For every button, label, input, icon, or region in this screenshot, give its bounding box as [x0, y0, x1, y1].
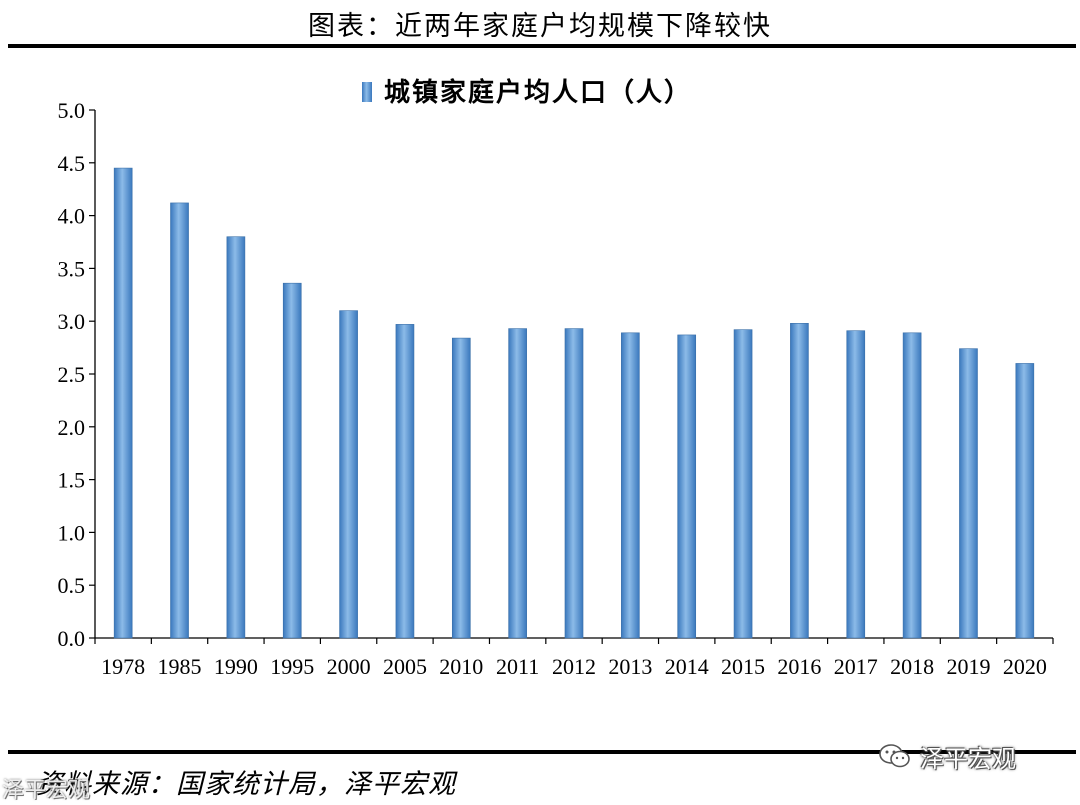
- y-tick-label: 0.0: [58, 626, 86, 651]
- x-tick-label: 2012: [552, 654, 596, 679]
- x-tick-label: 2010: [439, 654, 483, 679]
- source-note: 资料来源：国家统计局，泽平宏观: [36, 769, 456, 800]
- x-tick-label: 2019: [946, 654, 990, 679]
- bar-2013: [621, 332, 640, 639]
- bar-2019: [959, 348, 978, 639]
- x-tick-label: 2018: [890, 654, 934, 679]
- y-tick-label: 4.5: [58, 151, 86, 176]
- watermark-left: 泽平宏观: [2, 778, 91, 803]
- x-tick-label: 2000: [327, 654, 371, 679]
- y-tick-label: 2.5: [58, 362, 86, 387]
- x-tick-label: 2015: [721, 654, 765, 679]
- bar-2014: [677, 334, 697, 639]
- y-tick-label: 3.5: [58, 256, 86, 281]
- bar-2017: [846, 330, 866, 639]
- x-tick-label: 2005: [383, 654, 427, 679]
- x-tick-label: 2013: [608, 654, 652, 679]
- figure-title: 图表：近两年家庭户均规模下降较快: [308, 11, 772, 42]
- bars: [113, 167, 1035, 639]
- y-tick-label: 4.0: [58, 204, 86, 229]
- y-axis: 0.0 0.5 1.0 1.5 2.0 2.5 3.0 3.5 4.0 4.5 5.0: [58, 98, 96, 651]
- x-tick-label: 2017: [834, 654, 878, 679]
- watermark-right-text: 泽平宏观: [920, 744, 1016, 773]
- legend-swatch: [362, 82, 372, 102]
- bar-2000: [339, 310, 358, 639]
- top-rule: [8, 44, 1076, 48]
- x-tick-label: 2020: [1003, 654, 1047, 679]
- legend-label: 城镇家庭户均人口（人）: [384, 77, 692, 108]
- bar-2011: [508, 328, 527, 639]
- y-tick-label: 1.5: [58, 468, 86, 493]
- bottom-rule: [8, 750, 1076, 754]
- x-tick-label: 1990: [214, 654, 258, 679]
- bar-1978: [113, 167, 133, 639]
- x-tick-label: 2016: [777, 654, 821, 679]
- x-tick-label: 1978: [101, 654, 145, 679]
- x-axis: 1978 1985 1990 1995 2000 2005 2010 2011 2012 2013…: [94, 637, 1054, 679]
- x-tick-label: 2011: [496, 654, 539, 679]
- bar-2012: [564, 328, 584, 639]
- bar-2005: [395, 324, 415, 639]
- legend: 城镇家庭户均人口（人）: [362, 77, 692, 108]
- x-tick-label: 1985: [158, 654, 202, 679]
- bar-2010: [451, 337, 471, 639]
- y-tick-label: 5.0: [58, 98, 86, 123]
- bar-1990: [226, 236, 246, 639]
- bar-2020: [1015, 363, 1035, 639]
- x-tick-label: 2014: [665, 654, 709, 679]
- y-tick-label: 2.0: [58, 415, 86, 440]
- watermark-right: 泽平宏观: [878, 736, 1016, 776]
- bar-1985: [170, 202, 189, 639]
- y-tick-label: 0.5: [58, 573, 86, 598]
- bar-2018: [902, 332, 922, 639]
- bar-chart: 城镇家庭户均人口（人） 0.0 0.5 1.0 1.5 2.0 2.5 3.0 3.5 4.0 4…: [58, 77, 1054, 679]
- bar-2016: [790, 323, 809, 639]
- y-tick-label: 3.0: [58, 309, 86, 334]
- y-tick-label: 1.0: [58, 520, 86, 545]
- bar-1995: [282, 282, 302, 639]
- bar-2015: [733, 329, 753, 639]
- wechat-icon: [879, 744, 910, 768]
- x-tick-label: 1995: [270, 654, 314, 679]
